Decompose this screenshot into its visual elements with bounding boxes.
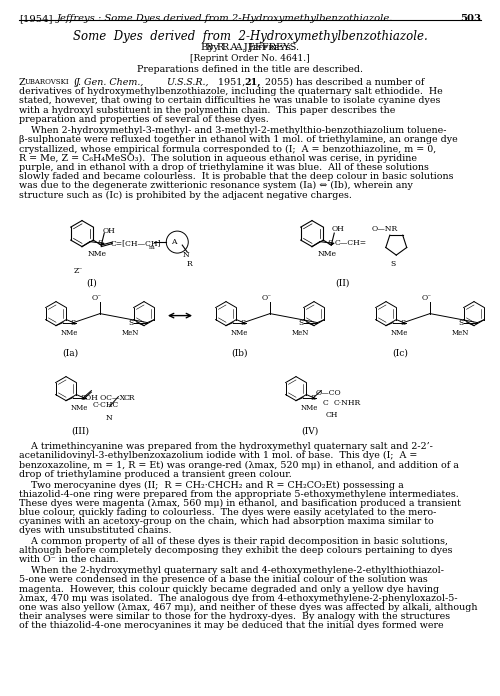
Text: OH: OH	[332, 225, 344, 233]
Text: purple, and in ethanol with a drop of triethylamine it was blue.  All of these s: purple, and in ethanol with a drop of tr…	[19, 163, 429, 172]
Text: S: S	[458, 319, 464, 326]
Text: (Ib): (Ib)	[232, 349, 248, 358]
Text: OH OC—X: OH OC—X	[86, 394, 126, 402]
Text: When 2-hydroxymethyl-3-methyl- and 3-methyl-2-methylthio-benzothiazolium toluene: When 2-hydroxymethyl-3-methyl- and 3-met…	[19, 126, 446, 135]
Text: Some  Dyes  derived  from  2-Hydroxymethylbenzothiazole.: Some Dyes derived from 2-Hydroxymethylbe…	[72, 30, 428, 43]
Text: OH: OH	[102, 227, 115, 235]
Text: MeN: MeN	[292, 329, 309, 337]
Text: O⁻: O⁻	[92, 294, 102, 301]
Text: C—CH=: C—CH=	[334, 239, 366, 247]
Text: MeN: MeN	[452, 329, 469, 337]
Text: NMe: NMe	[301, 404, 318, 411]
Text: slowly faded and became colourless.  It is probable that the deep colour in basi: slowly faded and became colourless. It i…	[19, 172, 454, 181]
Text: Z: Z	[19, 78, 26, 87]
Text: (Ic): (Ic)	[392, 349, 408, 358]
Text: NMe: NMe	[391, 329, 408, 337]
Text: (III): (III)	[71, 427, 89, 436]
Text: crystallized, whose empirical formula corresponded to (I;  A = benzothiazoline, : crystallized, whose empirical formula co…	[19, 144, 436, 154]
Text: Z⁻: Z⁻	[74, 267, 84, 275]
Text: dyes with unsubstituted chains.: dyes with unsubstituted chains.	[19, 526, 172, 535]
Text: m: m	[150, 245, 155, 250]
Text: NMe: NMe	[231, 329, 248, 337]
Text: CH: CH	[326, 411, 338, 418]
Text: 1951,: 1951,	[215, 78, 248, 87]
Text: NMe: NMe	[318, 250, 337, 258]
Text: By R. A. JEFFREYS.: By R. A. JEFFREYS.	[201, 43, 299, 52]
Text: thiazolid-4-one ring were prepared from the appropriate 5-ethoxymethylene interm: thiazolid-4-one ring were prepared from …	[19, 489, 459, 498]
Text: stated, however, that owing to certain difficulties he was unable to isolate cya: stated, however, that owing to certain d…	[19, 97, 440, 105]
Text: N: N	[182, 251, 189, 259]
Text: S: S	[98, 239, 103, 247]
Text: one was also yellow (λmax, 467 mμ), and neither of these dyes was affected by al: one was also yellow (λmax, 467 mμ), and …	[19, 603, 477, 612]
Text: although before completely decomposing they exhibit the deep colours pertaining : although before completely decomposing t…	[19, 546, 452, 555]
Text: C·CHC: C·CHC	[92, 401, 118, 409]
Text: structure such as (Ic) is prohibited by the adjacent negative charges.: structure such as (Ic) is prohibited by …	[19, 191, 352, 200]
Text: C: C	[322, 399, 328, 406]
Text: (Ia): (Ia)	[62, 349, 78, 358]
Text: (II): (II)	[335, 278, 349, 287]
Text: O⁻: O⁻	[262, 294, 272, 301]
Text: their analyses were similar to those for the hydroxy-dyes.  By analogy with the : their analyses were similar to those for…	[19, 612, 450, 622]
Text: drop of triethylamine produced a transient green colour.: drop of triethylamine produced a transie…	[19, 470, 292, 479]
Text: 21,: 21,	[244, 78, 260, 87]
Text: S: S	[80, 394, 86, 402]
Text: A trimethincyanine was prepared from the hydroxymethyl quaternary salt and 2-2’-: A trimethincyanine was prepared from the…	[19, 442, 433, 451]
Text: preparation and properties of several of these dyes.: preparation and properties of several of…	[19, 115, 269, 124]
Text: was due to the degenerate zwitterionic resonance system (Ia) ⇔ (Ib), wherein any: was due to the degenerate zwitterionic r…	[19, 181, 413, 190]
Text: [Reprint Order No. 4641.]: [Reprint Order No. 4641.]	[190, 54, 310, 63]
Text: O⁻: O⁻	[422, 294, 432, 301]
Text: cyanines with an acetoxy-group on the chain, which had absorption maxima similar: cyanines with an acetoxy-group on the ch…	[19, 517, 434, 526]
Text: S: S	[390, 260, 396, 268]
Text: blue colour, quickly fading to colourless.  The dyes were easily acetylated to t: blue colour, quickly fading to colourles…	[19, 508, 436, 517]
Text: acetanilidovinyl-3-ethylbenzoxazolium iodide with 1 mol. of base.  This dye (I; : acetanilidovinyl-3-ethylbenzoxazolium io…	[19, 451, 417, 461]
Text: S: S	[298, 319, 304, 326]
Text: S: S	[128, 319, 134, 326]
Text: When the 2-hydroxymethyl quaternary salt and 4-ethoxymethylene-2-ethylthiothiazo: When the 2-hydroxymethyl quaternary salt…	[19, 567, 444, 575]
Text: O—NR: O—NR	[372, 225, 398, 233]
Text: R: R	[186, 260, 192, 268]
Text: magenta.  However, this colour quickly became degraded and only a yellow dye hav: magenta. However, this colour quickly be…	[19, 585, 439, 594]
Text: O—CO: O—CO	[316, 388, 341, 397]
Text: NMe: NMe	[88, 250, 107, 258]
Text: with a hydroxyl substituent in the polymethin chain.  This paper describes the: with a hydroxyl substituent in the polym…	[19, 106, 396, 115]
Text: λmax, 470 mμ was isolated.  The analogous dye from 4-ethoxymethylene-2-phenyloxa: λmax, 470 mμ was isolated. The analogous…	[19, 594, 458, 603]
Text: Jeffreys : Some Dyes derived from 2-Hydroxymethylbenzothiazole.: Jeffreys : Some Dyes derived from 2-Hydr…	[57, 14, 394, 23]
Text: A common property of all of these dyes is their rapid decomposition in basic sol: A common property of all of these dyes i…	[19, 537, 448, 546]
Text: (IV): (IV)	[302, 427, 318, 436]
Text: CR: CR	[124, 394, 135, 402]
Text: NMe: NMe	[71, 404, 88, 411]
Text: β-sulphonate were refluxed together in ethanol with 1 mol. of triethylamine, an : β-sulphonate were refluxed together in e…	[19, 135, 458, 144]
Text: [1954]: [1954]	[19, 14, 52, 23]
Text: Two merocyanine dyes (II;  R = CH₂·CHCH₂ and R = CH₂CO₂Et) possessing a: Two merocyanine dyes (II; R = CH₂·CHCH₂ …	[19, 480, 404, 489]
Text: R = Me, Z = C₆H₄MeSO₃).  The solution in aqueous ethanol was cerise, in pyridine: R = Me, Z = C₆H₄MeSO₃). The solution in …	[19, 154, 417, 163]
Text: A: A	[172, 238, 177, 246]
Text: benzoxazoline, m = 1, R = Et) was orange-red (λmax, 520 mμ) in ethanol, and addi: benzoxazoline, m = 1, R = Et) was orange…	[19, 461, 459, 470]
Text: S: S	[400, 319, 406, 326]
Text: C·NHR: C·NHR	[334, 399, 360, 406]
Text: 2055) has described a number of: 2055) has described a number of	[262, 78, 424, 87]
Text: of the thiazolid-4-one merocyanines it may be deduced that the initial dyes form: of the thiazolid-4-one merocyanines it m…	[19, 622, 444, 631]
Text: S: S	[240, 319, 246, 326]
Text: J. Gen. Chem.,: J. Gen. Chem.,	[76, 78, 144, 87]
Text: These dyes were magenta (λmax, 560 mμ) in ethanol, and basification produced a t: These dyes were magenta (λmax, 560 mμ) i…	[19, 499, 461, 508]
Text: MeN: MeN	[122, 329, 139, 337]
Text: By R. A. Jᴇғғʀᴇʏѕ.: By R. A. Jᴇғғʀᴇʏѕ.	[206, 43, 294, 52]
Text: (: (	[71, 78, 78, 87]
Text: Preparations defined in the title are described.: Preparations defined in the title are de…	[137, 65, 363, 74]
Text: 5-one were condensed in the presence of a base the initial colour of the solutio: 5-one were condensed in the presence of …	[19, 576, 428, 585]
Text: (I): (I)	[86, 278, 98, 287]
Text: UBAROVSKI: UBAROVSKI	[25, 78, 70, 86]
Text: S: S	[328, 239, 334, 247]
Text: 503: 503	[460, 14, 481, 23]
Text: with O⁻ in the chain.: with O⁻ in the chain.	[19, 555, 118, 564]
Text: S: S	[70, 319, 76, 326]
Text: NMe: NMe	[61, 329, 78, 337]
Text: U.S.S.R.,: U.S.S.R.,	[164, 78, 208, 87]
Text: derivatives of hydroxymethylbenzothiazole, including the quaternary salt ethiodi: derivatives of hydroxymethylbenzothiazol…	[19, 87, 443, 96]
Text: S: S	[310, 394, 316, 402]
Text: C=[CH—CH]: C=[CH—CH]	[110, 239, 161, 247]
Text: N: N	[106, 413, 113, 422]
